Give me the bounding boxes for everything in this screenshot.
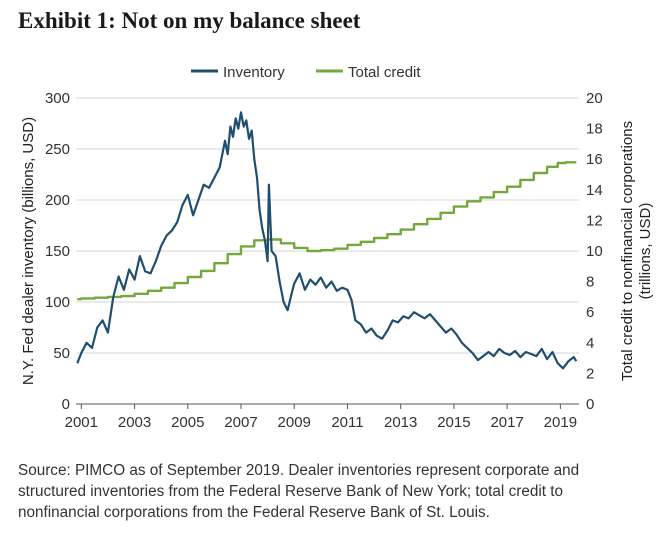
y-left-tick-label: 250 <box>45 141 70 158</box>
x-tick-label: 2003 <box>118 414 151 431</box>
x-tick-label: 2015 <box>437 414 470 431</box>
legend: Inventory Total credit <box>191 64 421 81</box>
right-axis-title-line1: Total credit to nonfinancial corporation… <box>619 121 636 381</box>
y-right-tick-label: 2 <box>586 365 594 382</box>
x-tick-label: 2005 <box>171 414 204 431</box>
y-left-tick-label: 50 <box>53 345 70 362</box>
right-axis-title-line2: (trillions, USD) <box>637 203 654 300</box>
y-right-tick-label: 18 <box>586 121 603 138</box>
y-right-tick-label: 0 <box>586 396 594 413</box>
x-tick-label: 2019 <box>544 414 577 431</box>
left-axis-title: N.Y. Fed dealer inventory (billions, USD… <box>20 117 37 385</box>
y-right-tick-label: 14 <box>586 182 603 199</box>
y-right-tick-label: 20 <box>586 90 603 107</box>
x-tick-label: 2017 <box>490 414 523 431</box>
y-left-tick-label: 0 <box>62 396 70 413</box>
source-note: Source: PIMCO as of September 2019. Deal… <box>18 462 580 521</box>
x-tick-label: 2007 <box>224 414 257 431</box>
legend-inventory-label: Inventory <box>223 64 285 81</box>
y-right-tick-label: 16 <box>586 151 603 168</box>
x-tick-label: 2009 <box>278 414 311 431</box>
axis-layer: 0 50 100 150 200 250 300 0 2 4 6 8 10 12 14 16 18 20 2001 2… <box>45 90 603 431</box>
y-left-tick-label: 150 <box>45 243 70 260</box>
y-right-tick-label: 10 <box>586 243 603 260</box>
x-tick-label: 2011 <box>331 414 363 431</box>
y-left-tick-label: 100 <box>45 294 70 311</box>
y-right-tick-label: 6 <box>586 304 594 321</box>
grid-layer <box>76 97 579 354</box>
legend-total-credit-label: Total credit <box>348 64 421 81</box>
y-right-tick-label: 12 <box>586 212 603 229</box>
y-right-tick-label: 8 <box>586 274 594 291</box>
y-left-tick-label: 200 <box>45 192 70 209</box>
series-line-total-credit <box>77 161 577 301</box>
x-tick-label: 2001 <box>65 414 98 431</box>
series-line-inventory <box>76 111 578 370</box>
series-layer <box>76 111 578 370</box>
x-tick-label: 2013 <box>384 414 417 431</box>
chart-title: Exhibit 1: Not on my balance sheet <box>18 8 361 33</box>
y-left-tick-label: 300 <box>45 90 70 107</box>
chart-svg: 0 50 100 150 200 250 300 0 2 4 6 8 10 12 14 16 18 20 2001 2… <box>20 64 654 431</box>
y-right-tick-label: 4 <box>586 335 594 352</box>
